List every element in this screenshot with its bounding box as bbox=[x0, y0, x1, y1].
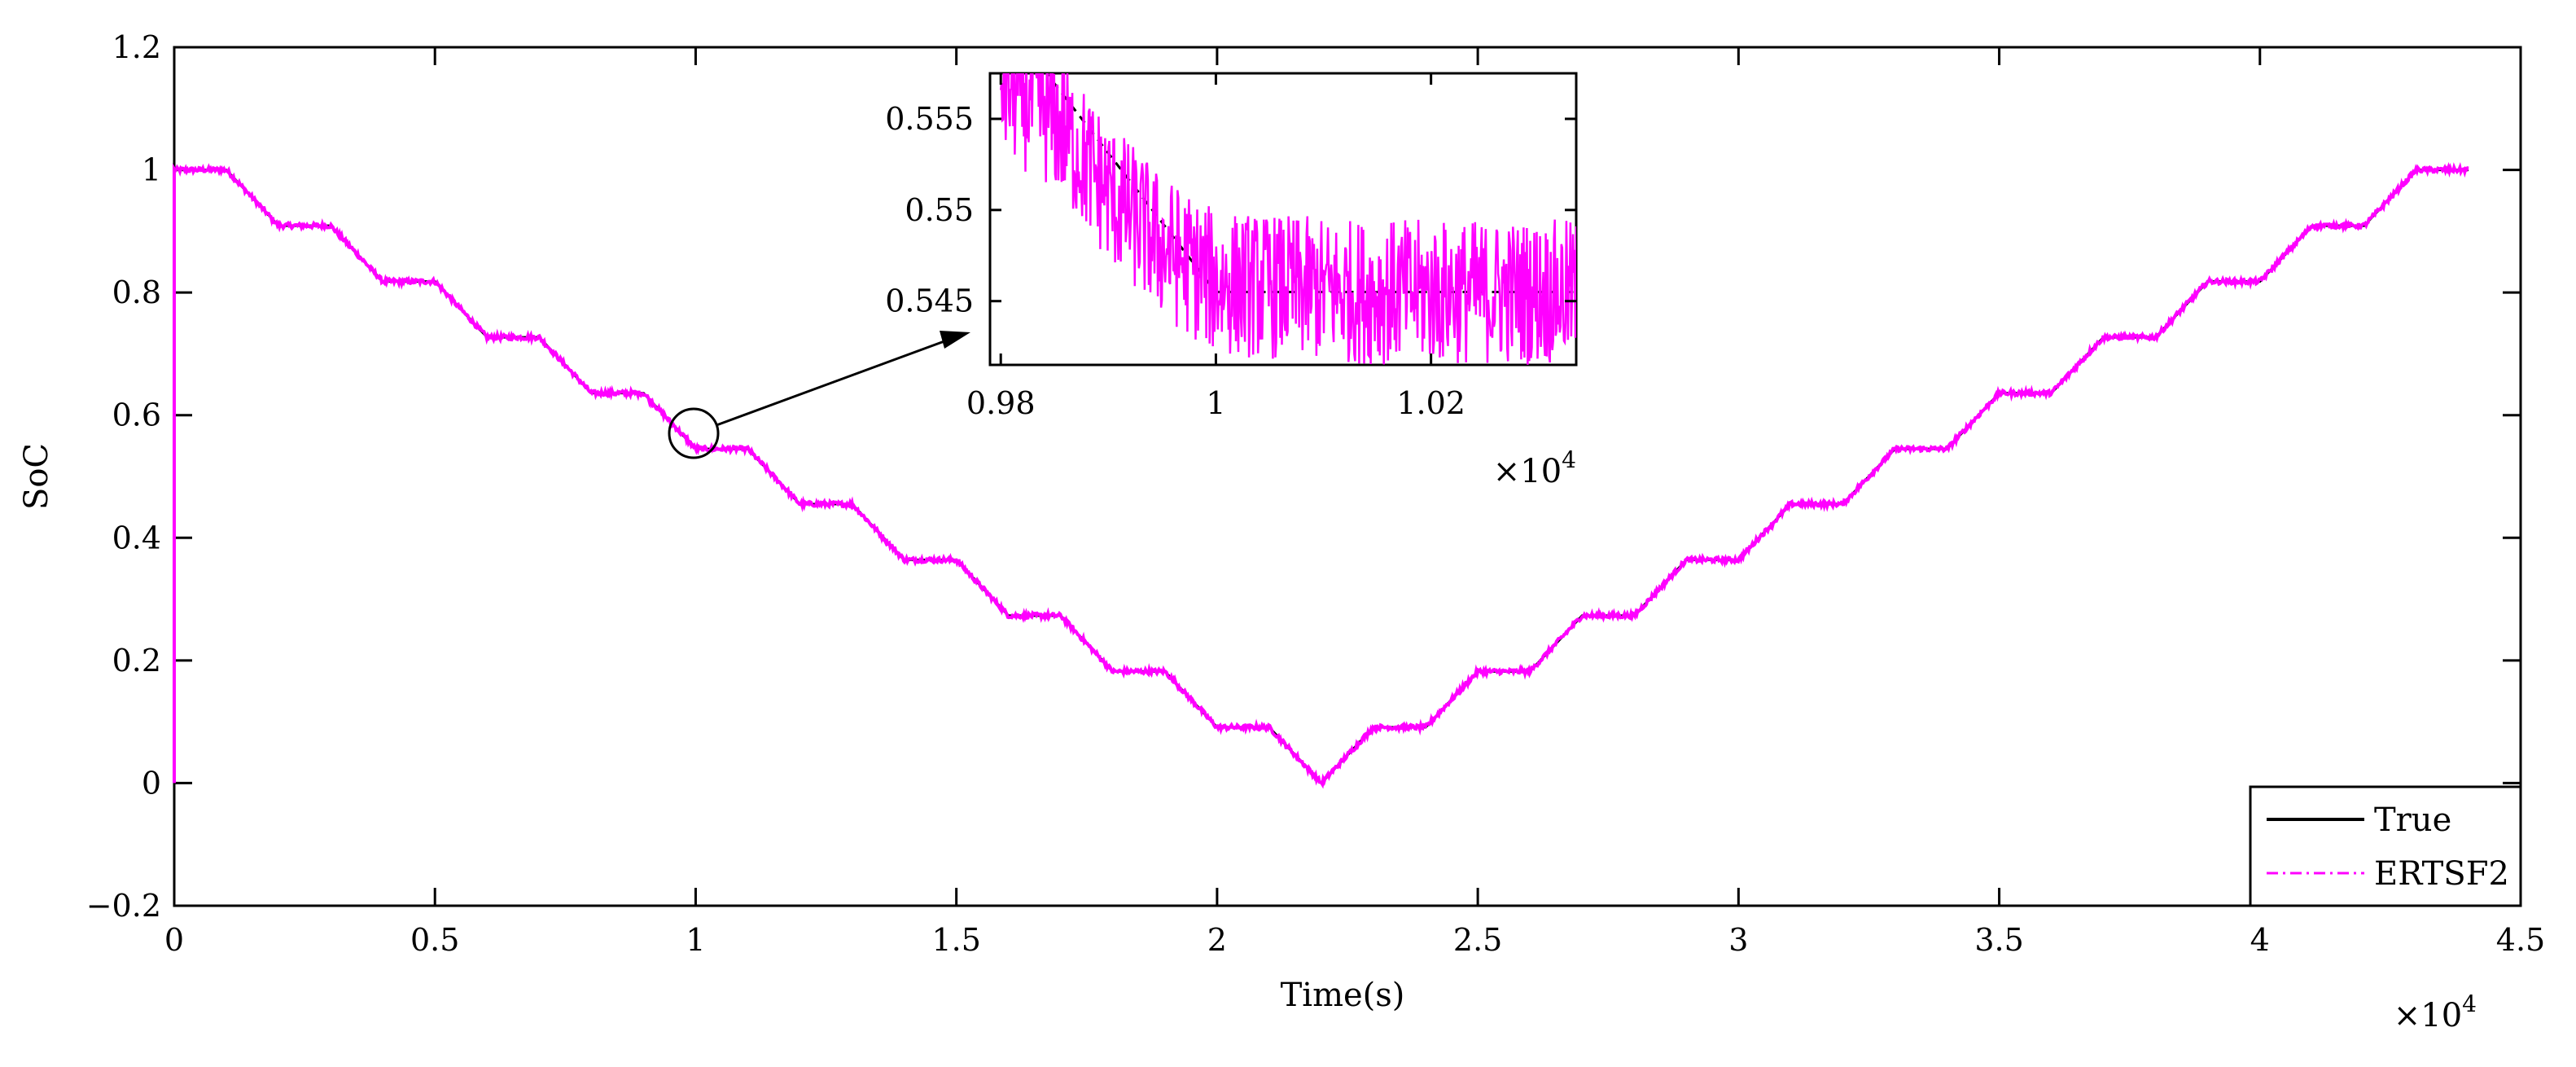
y-tick-label: −0.2 bbox=[86, 888, 161, 924]
x-tick-label: 1.5 bbox=[931, 922, 980, 958]
x-tick-label: 4.5 bbox=[2496, 922, 2545, 958]
inset-x-multiplier: ×104 bbox=[1493, 446, 1576, 490]
legend-true-label: True bbox=[2374, 801, 2451, 839]
x-tick-label: 2.5 bbox=[1453, 922, 1502, 958]
x-multiplier: ×104 bbox=[2394, 990, 2477, 1034]
x-multiplier-base: ×10 bbox=[2394, 997, 2462, 1034]
inset-series-ertsf2-line bbox=[999, 73, 1576, 365]
y-tick-label: 0.2 bbox=[112, 643, 161, 678]
x-axis-label: Time(s) bbox=[1281, 977, 1405, 1014]
x-tick-label: 3.5 bbox=[1974, 922, 2023, 958]
y-tick-label: 0.8 bbox=[112, 274, 161, 310]
zoom-arrow-line bbox=[716, 337, 952, 427]
axis-labels: Time(s)SoC×104 bbox=[18, 443, 2477, 1034]
inset-x-tick-label: 0.98 bbox=[966, 385, 1036, 421]
inset-x-tick-label: 1 bbox=[1206, 385, 1225, 421]
y-tick-label: 1 bbox=[142, 152, 161, 188]
inset-series-group bbox=[999, 73, 1576, 365]
y-tick-label: 0.4 bbox=[112, 520, 161, 555]
zoom-arrow-head bbox=[940, 331, 970, 349]
y-tick-label: 0.6 bbox=[112, 397, 161, 433]
inset-y-tick-label: 0.545 bbox=[885, 283, 974, 319]
inset-x-tick-label: 1.02 bbox=[1396, 385, 1465, 421]
x-tick-label: 0 bbox=[164, 922, 184, 958]
x-multiplier-exponent: 4 bbox=[2462, 990, 2477, 1017]
y-axis-label: SoC bbox=[18, 443, 55, 510]
x-tick-label: 4 bbox=[2250, 922, 2270, 958]
x-tick-label: 3 bbox=[1728, 922, 1748, 958]
legend: True ERTSF2 bbox=[2249, 785, 2522, 907]
zoom-circle bbox=[668, 407, 720, 459]
y-tick-label: 0 bbox=[142, 765, 161, 801]
legend-ertsf2-label: ERTSF2 bbox=[2374, 855, 2509, 893]
legend-box bbox=[2249, 785, 2522, 907]
y-tick-label: 1.2 bbox=[112, 29, 161, 65]
series-ertsf2-line bbox=[173, 161, 2469, 789]
inset-plot-area: 0.98 1 1.02 0.545 0.55 0.555 ×104 bbox=[885, 72, 1578, 490]
inset-x-multiplier-base: ×10 bbox=[1493, 453, 1562, 490]
inset-x-multiplier-exponent: 4 bbox=[1562, 446, 1576, 473]
x-tick-label: 2 bbox=[1207, 922, 1227, 958]
zoom-annotation bbox=[668, 331, 970, 459]
x-tick-label: 0.5 bbox=[410, 922, 459, 958]
inset-y-tick-label: 0.555 bbox=[885, 101, 974, 137]
x-tick-label: 1 bbox=[686, 922, 705, 958]
inset-y-tick-label: 0.55 bbox=[905, 192, 974, 228]
